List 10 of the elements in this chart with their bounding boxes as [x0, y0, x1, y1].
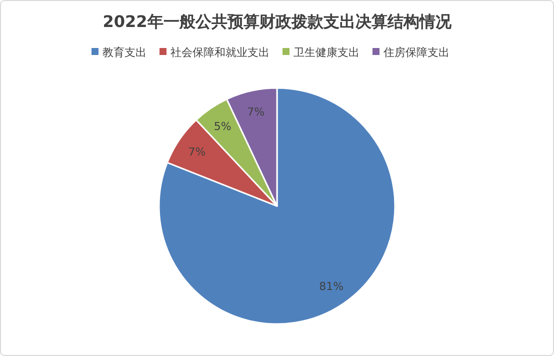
legend-label: 住房保障支出	[384, 46, 450, 59]
data-label: 7%	[188, 146, 206, 159]
pie-slice	[158, 87, 396, 325]
legend-label: 教育支出	[102, 46, 146, 59]
legend-label: 社会保障和就业支出	[170, 46, 270, 59]
data-label: 5%	[214, 120, 232, 133]
legend-label: 卫生健康支出	[294, 46, 360, 59]
chart-title: 2022年一般公共预算财政拨款支出决算结构情况	[102, 12, 452, 31]
data-label: 7%	[247, 106, 265, 119]
data-label: 81%	[319, 280, 344, 294]
